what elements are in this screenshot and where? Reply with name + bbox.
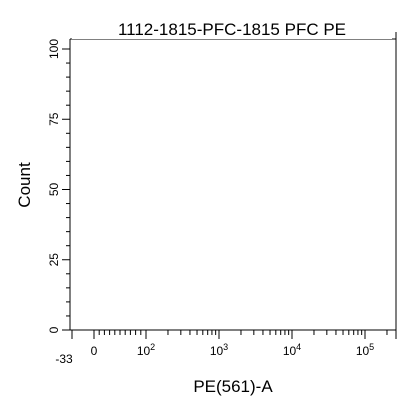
x-tick-label: 102 <box>137 342 155 358</box>
x-tick-label: 0 <box>91 344 98 358</box>
x-tick-label: 105 <box>356 342 374 358</box>
chart-title: 1112-1815-PFC-1815 PFC PE <box>118 20 346 39</box>
y-tick-label: 0 <box>47 326 61 333</box>
x-tick-label: 103 <box>210 342 228 358</box>
y-tick-label: 100 <box>47 39 61 59</box>
y-tick-label: 75 <box>47 112 61 126</box>
x-axis-label: PE(561)-A <box>193 377 273 396</box>
x-tick-label: 104 <box>283 342 301 358</box>
x-axis-ticks: -33 0 102 103 104 105 <box>55 330 397 366</box>
x-tick-exponent: 5 <box>369 342 374 352</box>
y-axis-label: Count <box>15 162 34 208</box>
y-axis-ticks: 0 25 50 75 100 <box>47 32 397 333</box>
y-tick-label: 50 <box>47 183 61 197</box>
x-tick-label: -33 <box>55 352 73 366</box>
plot-area <box>70 39 396 330</box>
title-background <box>72 17 392 39</box>
y-tick-label: 25 <box>47 253 61 267</box>
x-tick-exponent: 4 <box>296 342 301 352</box>
x-tick-exponent: 2 <box>150 342 155 352</box>
x-tick-exponent: 3 <box>223 342 228 352</box>
